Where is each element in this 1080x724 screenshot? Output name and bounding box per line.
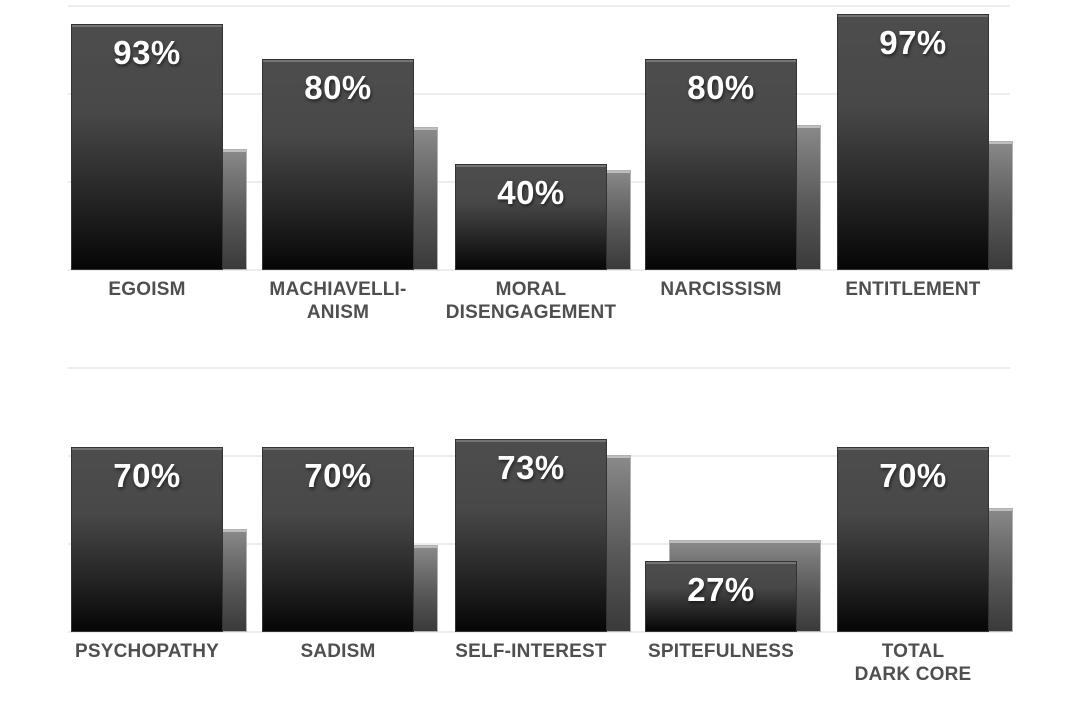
value-label: 70%	[879, 457, 947, 495]
category-label-line: ENTITLEMENT	[845, 279, 981, 300]
category-label-line: NARCISSISM	[660, 279, 782, 300]
category-label: MACHIAVELLI- ANISM	[238, 278, 438, 324]
value-label: 70%	[304, 457, 372, 495]
category-label-line: TOTAL	[881, 641, 945, 662]
category-label: NARCISSISM	[621, 278, 821, 301]
bar-main	[455, 164, 607, 270]
category-label-line: ANISM	[306, 302, 370, 323]
category-label: SADISM	[238, 640, 438, 663]
value-label: 80%	[687, 68, 755, 106]
category-label-line: DISENGAGEMENT	[445, 302, 617, 323]
bar-main	[455, 439, 607, 632]
value-label: 73%	[497, 449, 565, 487]
category-label: EGOISM	[47, 278, 247, 301]
value-label: 80%	[304, 68, 372, 106]
category-label-line: EGOISM	[108, 279, 186, 300]
gridline-100pct	[68, 5, 1010, 7]
gridline-0pct	[68, 631, 1010, 633]
category-label-line: PSYCHOPATHY	[74, 641, 219, 662]
bar-main	[71, 447, 223, 632]
category-label: PSYCHOPATHY	[47, 640, 247, 663]
gridline-0pct	[68, 269, 1010, 271]
bar-main	[645, 58, 797, 270]
category-label: SELF-INTEREST	[431, 640, 631, 663]
value-label: 93%	[113, 34, 181, 72]
category-label-line: MORAL	[495, 279, 567, 300]
category-label: TOTAL DARK CORE	[813, 640, 1013, 686]
bar-main	[71, 24, 223, 270]
value-label: 97%	[879, 23, 947, 61]
bar-main	[262, 447, 414, 632]
bar-main	[645, 560, 797, 632]
value-label: 27%	[687, 570, 755, 608]
category-label: ENTITLEMENT	[813, 278, 1013, 301]
gridline-67pct	[68, 92, 1010, 95]
category-label-line: DARK CORE	[854, 664, 972, 685]
category-label-line: SADISM	[300, 641, 376, 662]
value-label: 40%	[497, 174, 565, 212]
category-label: SPITEFULNESS	[621, 640, 821, 663]
value-label: 70%	[113, 457, 181, 495]
category-label-line: SPITEFULNESS	[648, 641, 794, 662]
category-label: MORAL DISENGAGEMENT	[431, 278, 631, 324]
category-label-line: MACHIAVELLI-	[269, 279, 407, 300]
bar-main	[837, 447, 989, 632]
bar-main	[262, 58, 414, 270]
bar-main	[837, 13, 989, 270]
category-label-line: SELF-INTEREST	[455, 641, 607, 662]
gridline-100pct	[68, 367, 1010, 369]
